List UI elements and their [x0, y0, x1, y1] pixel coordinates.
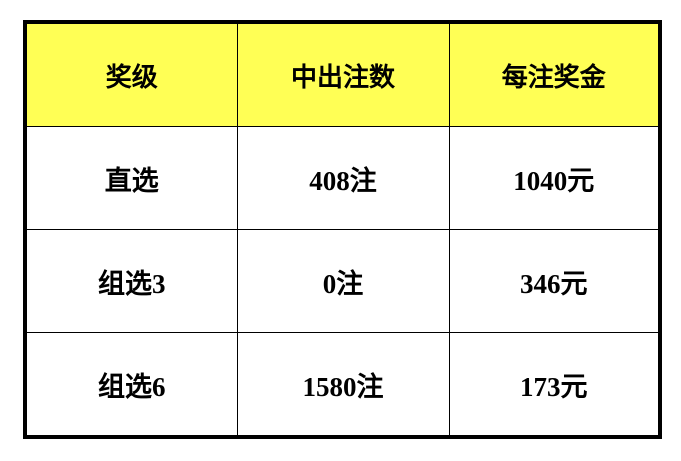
- cell-count: 1580注: [236, 332, 450, 438]
- header-winning-count: 中出注数: [236, 21, 450, 127]
- table-row: 组选3 0注 346元: [24, 229, 661, 333]
- cell-prize: 346元: [448, 229, 661, 333]
- cell-count: 0注: [236, 229, 450, 333]
- header-prize-per-bet: 每注奖金: [448, 21, 661, 127]
- cell-prize: 173元: [448, 332, 661, 438]
- cell-prize: 1040元: [448, 126, 661, 230]
- prize-table: 奖级 中出注数 每注奖金 直选 408注 1040元 组选3 0注 346元 组…: [23, 20, 662, 439]
- table-row: 组选6 1580注 173元: [24, 332, 661, 438]
- cell-count: 408注: [236, 126, 450, 230]
- cell-level: 直选: [24, 126, 238, 230]
- cell-level: 组选3: [24, 229, 238, 333]
- table-row: 直选 408注 1040元: [24, 126, 661, 230]
- cell-level: 组选6: [24, 332, 238, 438]
- table-header-row: 奖级 中出注数 每注奖金: [24, 21, 661, 127]
- header-prize-level: 奖级: [24, 21, 238, 127]
